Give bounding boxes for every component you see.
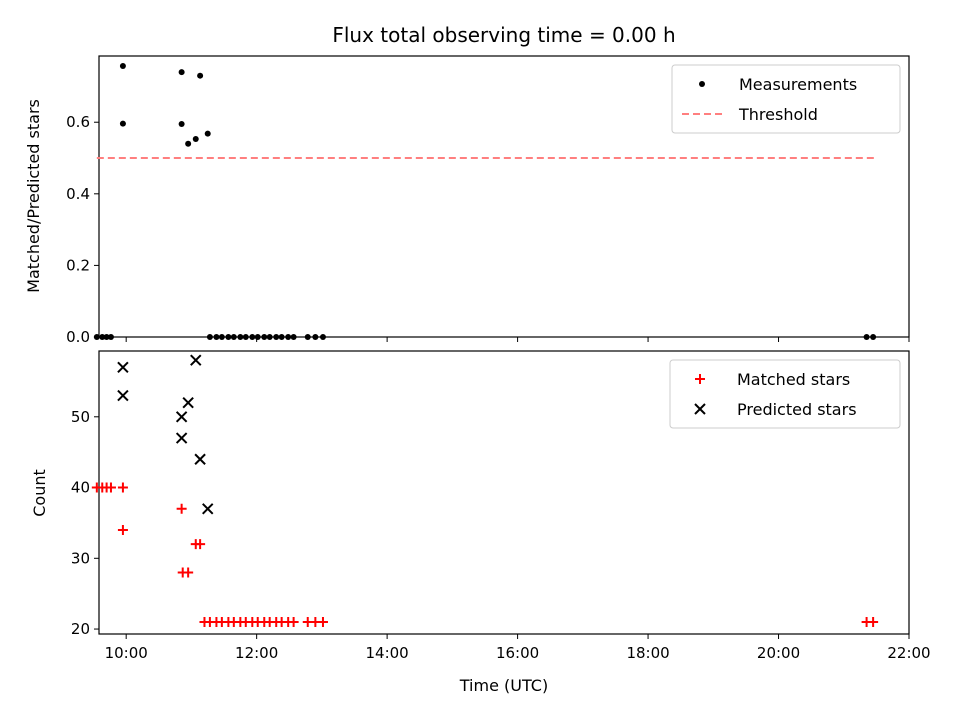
y-tick-label: 0.6	[66, 113, 90, 131]
matched-star-point	[105, 482, 116, 493]
y-tick-label: 20	[71, 620, 90, 638]
plot-frame	[98, 55, 910, 338]
bottom-panel: 10:00 12:00 14:00 16:00 18:00 20:00 22:00 20 30 4…	[71, 350, 931, 662]
measurement-point	[285, 334, 292, 340]
matched-star-point	[117, 482, 128, 493]
predicted-star-point	[190, 354, 202, 366]
matched-star-point	[176, 503, 187, 514]
legend-label: Predicted stars	[737, 400, 857, 419]
measurement-point	[319, 334, 326, 340]
measurement-point	[237, 334, 244, 340]
x-tick-label: 20:00	[757, 644, 800, 662]
measurement-point	[192, 136, 199, 143]
legend-box	[669, 359, 901, 429]
measurement-point	[103, 334, 110, 340]
measurement-point	[273, 334, 280, 340]
measurement-point	[178, 121, 185, 128]
x-axis-label: Time (UTC)	[459, 676, 548, 695]
predicted-star-point	[194, 453, 206, 465]
measurement-point	[206, 334, 213, 340]
measurement-point	[119, 120, 126, 127]
measurement-point	[93, 334, 100, 340]
measurement-point	[225, 334, 232, 340]
measurement-point	[185, 140, 192, 147]
measurement-point	[863, 334, 870, 340]
x-tick-label: 12:00	[235, 644, 278, 662]
legend-box	[671, 64, 901, 134]
matched-star-point	[183, 567, 194, 578]
measurement-point	[119, 63, 126, 70]
top-y-axis-label: Matched/Predicted stars	[24, 99, 43, 293]
predicted-star-point	[175, 411, 188, 423]
measurement-point	[107, 334, 114, 340]
measurement-point	[261, 334, 268, 340]
bottom-y-axis-label: Count	[30, 469, 49, 517]
predicted-star-point	[182, 396, 194, 409]
measurement-point	[230, 334, 237, 340]
y-tick-label: 0.0	[66, 328, 90, 346]
measurement-point	[254, 334, 261, 340]
plot-frame	[98, 350, 910, 635]
legend-marker-predicted	[694, 403, 706, 415]
measurement-point	[266, 334, 273, 340]
y-tick-label: 0.4	[66, 185, 90, 203]
measurement-point	[197, 72, 204, 79]
predicted-star-point	[202, 503, 214, 515]
chart-title: Flux total observing time = 0.00 h	[332, 23, 675, 47]
predicted-star-point	[117, 389, 129, 402]
legend-label: Measurements	[739, 75, 857, 94]
y-tick-label: 30	[71, 549, 90, 567]
measurement-point	[304, 334, 311, 340]
measurement-point	[312, 334, 319, 340]
x-tick-label: 16:00	[496, 644, 539, 662]
measurement-point	[218, 334, 225, 340]
measurement-point	[278, 334, 285, 340]
measurement-point	[178, 69, 185, 76]
measurement-point	[870, 334, 877, 340]
measurement-point	[249, 334, 256, 340]
x-tick-label: 10:00	[105, 644, 148, 662]
x-tick-label: 22:00	[887, 644, 930, 662]
predicted-star-point	[117, 361, 129, 373]
y-tick-label: 40	[71, 479, 90, 497]
matched-star-point	[288, 616, 299, 627]
matched-star-point	[195, 539, 206, 550]
measurement-point	[204, 130, 211, 137]
matched-star-point	[117, 524, 128, 535]
matched-star-point	[317, 616, 328, 627]
legend-label: Threshold	[738, 105, 818, 124]
measurement-point	[242, 334, 249, 340]
y-tick-label: 0.2	[66, 256, 90, 274]
legend-marker-measurements	[699, 81, 705, 87]
y-tick-label: 50	[71, 408, 90, 426]
measurement-point	[213, 334, 220, 340]
predicted-star-point	[175, 432, 188, 444]
legend-label: Matched stars	[737, 370, 850, 389]
measurement-point	[290, 334, 297, 340]
measurement-point	[99, 334, 106, 340]
matched-star-point	[868, 616, 879, 627]
top-panel: 0.0 0.2 0.4 0.6 Measurements Threshold	[66, 55, 910, 346]
x-tick-label: 14:00	[366, 644, 409, 662]
legend-marker-matched	[695, 374, 705, 384]
x-tick-label: 18:00	[626, 644, 669, 662]
